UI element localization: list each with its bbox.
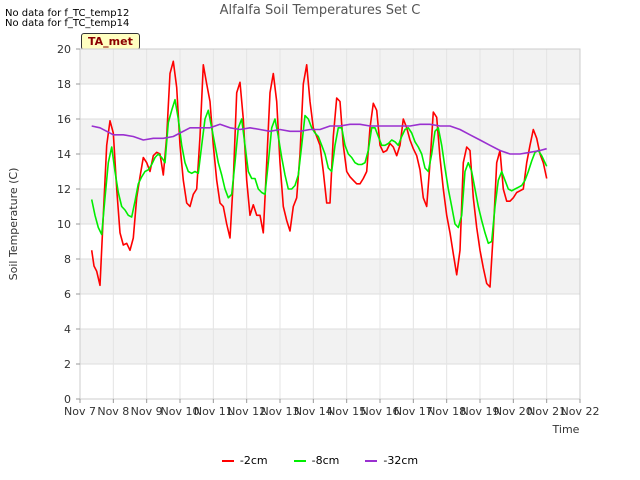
y-tick-label: 10 — [57, 218, 71, 231]
y-axis-label: Soil Temperature (C) — [7, 168, 20, 281]
x-tick-label: Nov 12 — [227, 405, 266, 418]
x-tick-label: Nov 16 — [361, 405, 400, 418]
x-tick-label: Nov 11 — [194, 405, 233, 418]
series-line-minus-32cm — [91, 123, 547, 155]
legend-label-8cm: -8cm — [311, 454, 340, 467]
y-tick-label: 14 — [57, 148, 71, 161]
legend-label-2cm: -2cm — [239, 454, 268, 467]
x-tick-label: Nov 20 — [494, 405, 533, 418]
x-tick-label: Nov 19 — [461, 405, 500, 418]
y-tick-label: 16 — [57, 113, 71, 126]
legend-swatch-32cm — [365, 459, 378, 462]
chart-title: Alfalfa Soil Temperatures Set C — [219, 3, 421, 18]
background-band — [80, 294, 580, 329]
x-tick-label: Nov 15 — [327, 405, 366, 418]
x-tick-label: Nov 10 — [161, 405, 200, 418]
background-band — [80, 364, 580, 399]
background-band — [80, 84, 580, 119]
background-band — [80, 224, 580, 259]
x-tick-label: Nov 18 — [427, 405, 466, 418]
y-tick-label: 0 — [64, 393, 71, 406]
y-tick-label: 8 — [64, 253, 71, 266]
x-tick-label: Nov 13 — [261, 405, 300, 418]
x-tick-label: Nov 21 — [527, 405, 566, 418]
y-tick-label: 18 — [57, 78, 71, 91]
y-tick-label: 4 — [64, 323, 71, 336]
background-band — [80, 119, 580, 154]
legend: -2cm -8cm -32cm — [0, 454, 640, 467]
legend-swatch-8cm — [293, 459, 306, 462]
x-axis-label: Time — [552, 423, 580, 436]
y-tick-label: 2 — [64, 358, 71, 371]
series-lines — [90, 60, 548, 288]
y-tick-label: 6 — [64, 288, 71, 301]
legend-item-2cm[interactable]: -2cm — [221, 454, 268, 467]
ta-met-badge[interactable]: TA_met — [81, 33, 140, 50]
legend-label-32cm: -32cm — [383, 454, 419, 467]
background-bands — [80, 49, 580, 399]
series-line-minus-8cm — [90, 98, 548, 245]
y-tick-label: 12 — [57, 183, 71, 196]
background-band — [80, 259, 580, 294]
x-tick-label: Nov 17 — [394, 405, 433, 418]
legend-item-8cm[interactable]: -8cm — [293, 454, 340, 467]
x-tick-label: Nov 8 — [97, 405, 129, 418]
y-axis-ticks: 0 2 4 6 8 10 12 14 16 18 20 — [57, 43, 80, 406]
background-band — [80, 329, 580, 364]
no-data-notice-1: No data for f_TC_temp12 — [5, 8, 130, 19]
x-tick-label: Nov 14 — [294, 405, 333, 418]
x-tick-label: Nov 22 — [561, 405, 600, 418]
legend-swatch-2cm — [221, 459, 234, 462]
x-tick-label: Nov 9 — [131, 405, 163, 418]
y-tick-label: 20 — [57, 43, 71, 56]
no-data-notice-2: No data for f_TC_temp14 — [5, 18, 130, 29]
background-band — [80, 49, 580, 84]
legend-item-32cm[interactable]: -32cm — [365, 454, 418, 467]
x-tick-label: Nov 7 — [64, 405, 96, 418]
